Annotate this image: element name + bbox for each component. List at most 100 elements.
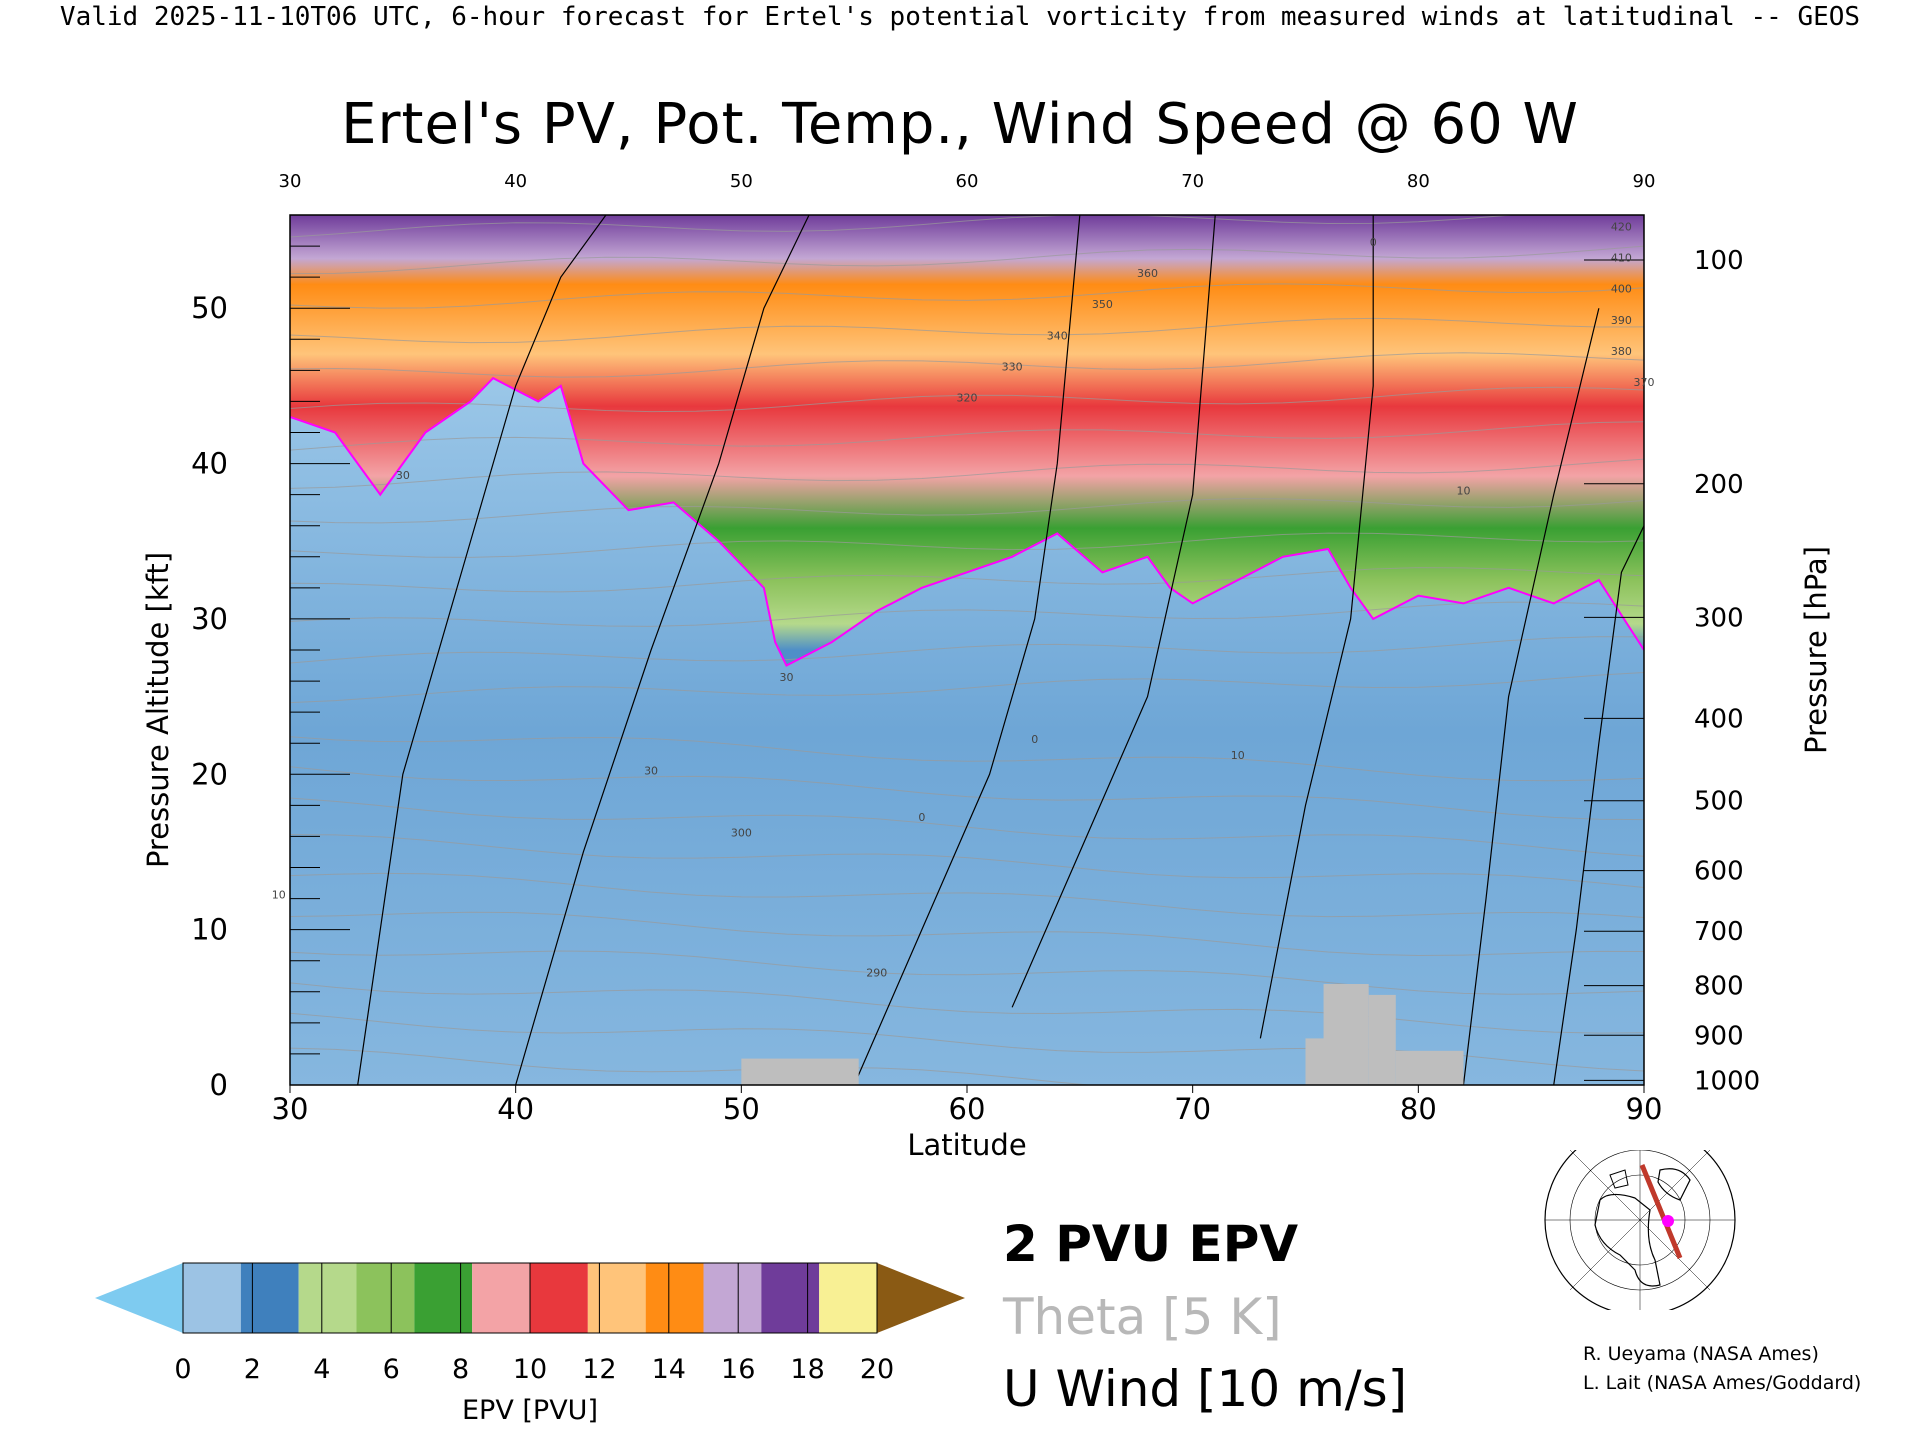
colorbar-tick-label: 0 (174, 1354, 191, 1385)
theta-contour (290, 982, 1644, 1034)
colorbar-tick-label: 2 (244, 1354, 261, 1385)
colorbar-segment (703, 1263, 762, 1333)
x-top-tick-label: 40 (504, 171, 527, 192)
contour-label: 300 (731, 826, 752, 839)
wind-legend-label: U Wind [10 m/s] (1003, 1360, 1408, 1418)
theta-contour (290, 1047, 1094, 1085)
pressure-tick-label: 700 (1694, 917, 1744, 947)
colorbar-segment (414, 1263, 473, 1333)
colorbar-segment (240, 1263, 299, 1333)
theta-contour (290, 386, 1644, 413)
x-tick-label: 40 (497, 1092, 534, 1126)
colorbar-tick-label: 6 (383, 1354, 400, 1385)
y-tick-label: 50 (191, 291, 228, 325)
contour-label: 320 (957, 391, 978, 404)
colorbar-tick-label: 18 (790, 1354, 824, 1385)
theta-contour (290, 736, 1644, 782)
contour-label: 10 (1456, 485, 1470, 498)
y-tick-label: 20 (191, 757, 228, 791)
theta-contour (290, 283, 1644, 309)
y-axis-label: Pressure Altitude [kft] (141, 552, 175, 868)
troposphere-pv-region (290, 378, 1644, 1085)
wind-contour (1011, 215, 1216, 1008)
pressure-tick-label: 200 (1694, 470, 1744, 500)
colorbar-segment (472, 1263, 530, 1333)
contour-label: 10 (272, 889, 286, 902)
colorbar-tick-label: 14 (652, 1354, 686, 1385)
theta-contour (290, 872, 1644, 919)
y-tick-label: 40 (191, 447, 228, 481)
contour-label: 400 (1611, 283, 1632, 296)
theta-contour (290, 911, 1644, 956)
colorbar-label: EPV [PVU] (462, 1395, 598, 1426)
theta-contour (290, 245, 1644, 275)
theta-contour (290, 950, 1644, 995)
pv-2pvu-contour (290, 376, 1644, 667)
colorbar-segment (298, 1263, 357, 1333)
colorbar-tick-label: 4 (313, 1354, 330, 1385)
colorbar-over-triangle (877, 1263, 965, 1333)
contour-label: 0 (918, 811, 925, 824)
contour-label: 360 (1137, 267, 1158, 280)
colorbar-segment (761, 1263, 820, 1333)
theta-contour (290, 215, 1518, 238)
theta-contour (290, 671, 1644, 704)
theta-contour (290, 567, 1644, 593)
contour-label: 30 (779, 671, 793, 684)
pv-legend-label: 2 PVU EPV (1003, 1215, 1299, 1273)
contour-label: 420 (1611, 221, 1632, 234)
terrain-block (1368, 994, 1396, 1085)
y-tick-label: 10 (191, 913, 228, 947)
x-top-tick-label: 30 (279, 171, 302, 192)
y2-axis-label: Pressure [hPa] (1799, 546, 1833, 754)
colorbar-tick-label: 8 (452, 1354, 469, 1385)
x-tick-label: 80 (1400, 1092, 1437, 1126)
x-top-tick-label: 70 (1181, 171, 1204, 192)
contour-label: 370 (1634, 376, 1655, 389)
wind-contour (1553, 525, 1644, 1085)
x-axis-label: Latitude (907, 1128, 1026, 1162)
theta-contour (290, 532, 1644, 558)
colorbar-tick-label: 12 (582, 1354, 616, 1385)
pressure-tick-label: 600 (1694, 857, 1744, 887)
colorbar-segment (356, 1263, 415, 1333)
contour-label: 350 (1092, 298, 1113, 311)
x-tick-label: 30 (272, 1092, 309, 1126)
x-tick-label: 70 (1174, 1092, 1211, 1126)
pressure-tick-label: 400 (1694, 704, 1744, 734)
contour-label: 290 (866, 966, 887, 979)
terrain-block (1323, 984, 1369, 1085)
contour-label: 0 (1031, 733, 1038, 746)
wind-contour (357, 215, 607, 1085)
theta-contour (290, 317, 1644, 344)
colorbar-tick-label: 10 (513, 1354, 547, 1385)
theta-contour (290, 834, 1644, 889)
north-america-polar-locator-map-icon (1544, 1150, 1736, 1310)
colorbar-tick-label: 16 (721, 1354, 755, 1385)
theta-contour (290, 498, 1644, 524)
credit-line-2: L. Lait (NASA Ames/Goddard) (1583, 1372, 1862, 1394)
x-tick-label: 50 (723, 1092, 760, 1126)
pressure-tick-label: 800 (1694, 972, 1744, 1002)
x-top-tick-label: 90 (1633, 171, 1656, 192)
chart-title: Ertel's PV, Pot. Temp., Wind Speed @ 60 … (341, 92, 1579, 157)
valid-time-header: Valid 2025-11-10T06 UTC, 6-hour forecast… (59, 2, 1861, 32)
theta-contour (290, 636, 1644, 664)
theta-legend-label: Theta [5 K] (1003, 1288, 1282, 1346)
colorbar-segment (645, 1263, 704, 1333)
terrain-block (1395, 1050, 1464, 1085)
pressure-tick-label: 100 (1694, 246, 1744, 276)
pressure-tick-label: 900 (1694, 1021, 1744, 1051)
contour-label: 330 (1002, 360, 1023, 373)
wind-contour (1462, 308, 1600, 1085)
wind-contour (1259, 215, 1374, 1039)
pressure-tick-label: 1000 (1694, 1066, 1760, 1096)
contour-label: 380 (1611, 345, 1632, 358)
colorbar-under-triangle (95, 1263, 183, 1333)
x-top-tick-label: 50 (730, 171, 753, 192)
x-top-tick-label: 80 (1407, 171, 1430, 192)
theta-contour (290, 421, 1644, 451)
colorbar-segment (183, 1263, 241, 1333)
contour-label: 410 (1611, 252, 1632, 265)
x-tick-label: 60 (949, 1092, 986, 1126)
